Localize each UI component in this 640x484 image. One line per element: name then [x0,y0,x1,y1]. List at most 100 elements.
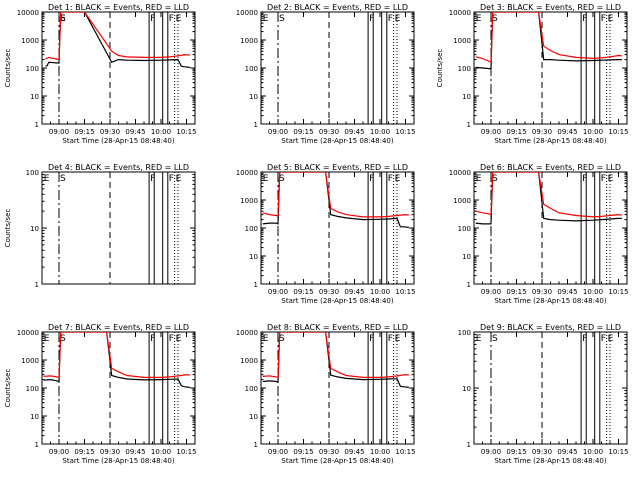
marker-label: E [263,174,269,184]
marker-label: F [169,174,174,184]
y-axis-label: Counts/sec [436,49,444,88]
y-tick-label: 100 [245,65,258,73]
marker-label: S [492,14,498,24]
plot-frame [473,331,628,445]
x-tick-label: 09:45 [125,128,145,136]
marker-label: E [395,174,401,184]
y-tick-label: 1000 [453,37,471,45]
x-tick-label: 09:30 [319,288,339,296]
marker-label: F [169,334,174,344]
x-tick-label: 09:45 [344,448,364,456]
series-events [43,332,190,388]
series-lld [475,12,622,64]
x-tick-label: 09:15 [293,128,313,136]
y-tick-label: 10 [249,93,258,101]
marker-label: E [476,174,482,184]
y-tick-label: 1 [467,281,471,289]
x-tick-label: 10:15 [176,448,196,456]
marker-label: S [492,174,498,184]
y-axis-label: Counts/sec [4,209,12,248]
x-tick-label: 09:15 [74,448,94,456]
y-tick-label: 1 [254,121,258,129]
x-tick-label: 09:30 [100,128,120,136]
x-tick-label: 09:00 [481,448,501,456]
series-group [475,172,622,225]
series-group [45,12,190,68]
y-axis-label: Counts/sec [4,369,12,408]
x-axis-label: Start Time (28-Apr-15 08:48:40) [281,457,393,465]
x-tick-label: 10:15 [176,128,196,136]
marker-label: E [176,334,182,344]
y-tick-label: 100 [458,225,471,233]
marker-label: F [150,14,155,24]
series-lld [45,12,190,61]
series-events [475,172,622,225]
x-tick-label: 09:30 [532,128,552,136]
marker-label: E [176,14,182,24]
marker-label: F [369,174,374,184]
panel-title: Det 2: BLACK = Events, RED = LLD [267,3,408,12]
plot-frame [41,11,196,125]
x-tick-label: 09:30 [319,128,339,136]
x-tick-label: 10:00 [370,128,390,136]
series-group [262,172,409,228]
y-tick-label: 10000 [17,329,39,337]
y-tick-label: 100 [26,385,39,393]
y-tick-label: 10 [462,253,471,261]
panel-det-7: Det 7: BLACK = Events, RED = LLD 1 10 100 10… [4,323,197,465]
marker-label: F [388,14,393,24]
y-tick-label: 1 [35,121,39,129]
panel-det-4: Det 4: BLACK = Events, RED = LLD 1 10 100 Co… [4,163,196,289]
x-tick-label: 09:45 [557,448,577,456]
marker-label: S [279,14,285,24]
x-tick-label: 10:00 [583,128,603,136]
x-tick-label: 09:45 [125,448,145,456]
plot-frame [41,331,196,445]
y-tick-label: 10 [249,413,258,421]
panel-title: Det 4: BLACK = Events, RED = LLD [48,163,189,172]
marker-label: E [608,174,614,184]
series-lld [262,332,409,379]
panel-title: Det 9: BLACK = Events, RED = LLD [480,323,621,332]
x-tick-label: 09:00 [481,128,501,136]
marker-label: E [263,334,269,344]
panel-det-2: Det 2: BLACK = Events, RED = LLD 1 10 100 10… [236,3,416,145]
x-tick-label: 09:30 [319,448,339,456]
x-tick-label: 09:15 [293,288,313,296]
y-tick-label: 1 [35,281,39,289]
x-tick-label: 09:00 [49,128,69,136]
x-tick-label: 09:45 [344,128,364,136]
x-tick-label: 09:15 [506,288,526,296]
series-lld [262,172,409,218]
y-tick-label: 100 [458,329,471,337]
x-tick-label: 10:00 [370,288,390,296]
x-tick-label: 09:45 [557,288,577,296]
y-tick-label: 100 [458,65,471,73]
x-tick-label: 10:00 [151,448,171,456]
x-tick-label: 10:15 [608,288,628,296]
y-tick-label: 10 [30,413,39,421]
y-tick-label: 10000 [236,169,258,177]
x-axis-label: Start Time (28-Apr-15 08:48:40) [62,457,174,465]
y-tick-label: 100 [26,169,39,177]
y-tick-label: 1 [35,441,39,449]
y-tick-label: 10000 [17,9,39,17]
marker-label: E [395,334,401,344]
x-axis-label: Start Time (28-Apr-15 08:48:40) [494,137,606,145]
plot-frame [260,171,415,285]
marker-label: E [476,14,482,24]
panel-title: Det 7: BLACK = Events, RED = LLD [48,323,189,332]
marker-label: E [44,174,50,184]
series-events [262,172,409,228]
y-axis-label: Counts/sec [4,49,12,88]
y-tick-label: 10 [462,93,471,101]
x-tick-label: 10:15 [395,128,415,136]
y-tick-label: 10 [30,225,39,233]
x-axis-label: Start Time (28-Apr-15 08:48:40) [62,137,174,145]
series-group [43,332,190,388]
y-tick-label: 10000 [449,169,471,177]
series-events [262,332,409,388]
marker-label: S [60,334,66,344]
series-group [475,12,622,70]
